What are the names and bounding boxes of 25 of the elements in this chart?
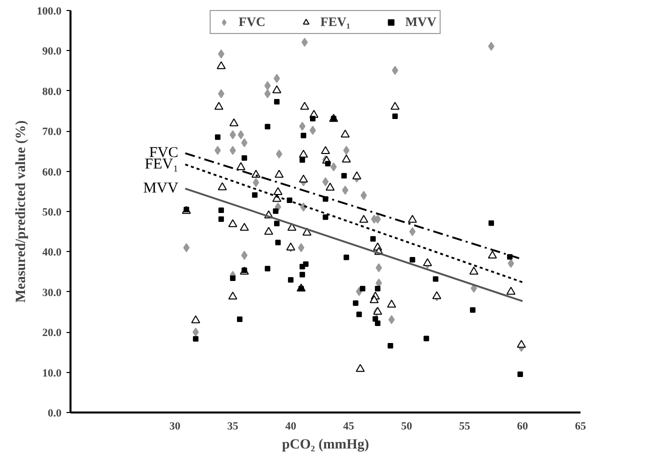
x-tick-label: 60 xyxy=(517,420,529,432)
y-tick-label: 20.0 xyxy=(42,327,62,340)
y-tick-label: 60.0 xyxy=(42,166,62,178)
legend-label: FEV₁ xyxy=(320,14,350,30)
y-tick-label: 40.0 xyxy=(42,246,62,259)
x-tick-label: 50 xyxy=(401,420,413,432)
y-tick-label: 80.0 xyxy=(42,86,62,98)
y-tick-label: 90.0 xyxy=(42,46,62,58)
series-label: MVV xyxy=(143,180,178,197)
x-tick-label: 35 xyxy=(227,420,239,432)
y-tick-label: 30.0 xyxy=(42,286,62,299)
y-tick-label: 70.0 xyxy=(42,126,62,138)
y-tick-label: 50.0 xyxy=(42,206,62,218)
y-axis-title: Measured/predicted value (%) xyxy=(14,120,29,303)
x-tick-label: 65 xyxy=(575,420,586,432)
x-axis-title: pCO₂ (mmHg) xyxy=(282,438,370,452)
x-tick-label: 45 xyxy=(343,420,355,432)
x-tick-label: 40 xyxy=(285,420,297,432)
y-tick-label: 100.0 xyxy=(36,6,62,18)
legend-label: MVV xyxy=(405,14,436,30)
y-tick-label: 10.0 xyxy=(42,367,62,380)
legend-label: FVC xyxy=(238,14,266,30)
y-tick-label: 0.0 xyxy=(48,408,62,420)
x-tick-label: 55 xyxy=(459,420,471,432)
x-tick-label: 30 xyxy=(169,420,181,432)
